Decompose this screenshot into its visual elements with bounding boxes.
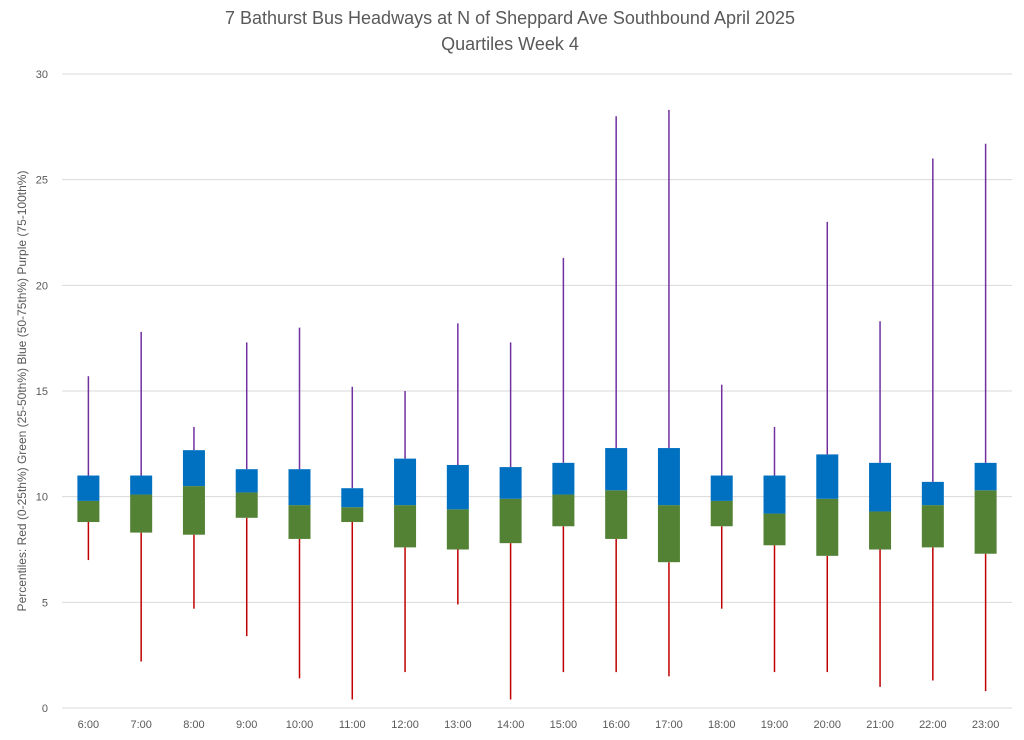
y-tick-label: 10 <box>36 492 48 504</box>
box-group <box>869 321 892 687</box>
x-tick-label: 21:00 <box>866 719 894 731</box>
x-tick-label: 11:00 <box>339 719 366 731</box>
x-tick-label: 19:00 <box>761 719 789 731</box>
lower-box <box>288 505 311 539</box>
upper-box <box>130 475 153 495</box>
upper-box <box>341 488 364 508</box>
lower-box <box>77 500 100 523</box>
y-tick-label: 30 <box>36 69 48 81</box>
x-tick-label: 6:00 <box>78 719 99 731</box>
upper-box <box>710 475 733 501</box>
x-tick-label: 9:00 <box>236 719 257 731</box>
box-group <box>710 384 733 609</box>
x-tick-label: 23:00 <box>972 719 1000 731</box>
x-tick-label: 16:00 <box>602 719 630 731</box>
box-group <box>499 342 522 700</box>
box-group <box>657 109 680 677</box>
lower-box <box>710 500 733 527</box>
upper-box <box>816 454 839 499</box>
x-tick-label: 17:00 <box>655 719 683 731</box>
lower-box <box>130 494 153 533</box>
lower-box <box>446 509 469 550</box>
upper-box <box>499 467 522 499</box>
box-group <box>130 331 153 662</box>
box-group <box>446 323 469 605</box>
upper-box <box>921 481 944 506</box>
upper-box <box>974 462 997 491</box>
x-tick-label: 10:00 <box>286 719 314 731</box>
lower-box <box>235 492 258 518</box>
box-group <box>235 342 258 637</box>
y-axis-label: Percentiles: Red (0-25th%) Green (25-50t… <box>15 171 29 612</box>
lower-box <box>341 507 364 523</box>
upper-box <box>394 458 417 506</box>
box-group <box>341 386 364 700</box>
x-tick-label: 13:00 <box>444 719 472 731</box>
box-series <box>77 109 997 700</box>
lower-box <box>921 505 944 548</box>
lower-box <box>394 505 417 548</box>
box-group <box>182 426 205 609</box>
upper-box <box>763 475 786 514</box>
x-tick-label: 20:00 <box>814 719 842 731</box>
box-group <box>605 116 628 673</box>
upper-box <box>182 450 205 487</box>
box-group <box>552 257 575 673</box>
x-tick-label: 14:00 <box>497 719 525 731</box>
upper-box <box>657 448 680 506</box>
lower-box <box>974 490 997 554</box>
upper-box <box>77 475 100 501</box>
x-tick-label: 8:00 <box>183 719 204 731</box>
x-tick-label: 15:00 <box>550 719 578 731</box>
lower-box <box>869 511 892 550</box>
lower-box <box>499 498 522 544</box>
box-group <box>763 426 786 673</box>
y-tick-label: 15 <box>36 386 48 398</box>
y-tick-label: 0 <box>42 703 48 715</box>
gridlines <box>62 73 1012 709</box>
lower-box <box>763 513 786 546</box>
y-tick-label: 5 <box>42 597 48 609</box>
lower-box <box>657 505 680 563</box>
chart-title: 7 Bathurst Bus Headways at N of Sheppard… <box>225 8 795 28</box>
box-group <box>394 391 417 673</box>
upper-box <box>446 464 469 510</box>
upper-box <box>288 469 311 506</box>
box-group <box>921 158 944 681</box>
x-tick-label: 18:00 <box>708 719 736 731</box>
y-tick-label: 25 <box>36 175 48 187</box>
lower-box <box>816 498 839 556</box>
lower-box <box>605 490 628 539</box>
chart-subtitle: Quartiles Week 4 <box>441 34 579 54</box>
box-group <box>816 221 839 673</box>
y-axis-ticks: 0 5 10 15 20 25 30 <box>36 69 48 715</box>
box-group <box>77 376 100 561</box>
lower-box <box>552 494 575 527</box>
box-group <box>288 327 311 679</box>
x-tick-label: 22:00 <box>919 719 947 731</box>
box-group <box>974 143 997 692</box>
upper-box <box>869 462 892 512</box>
x-axis-ticks: 6:00 7:00 8:00 9:00 10:00 11:00 12:00 13:00 14:0… <box>78 719 1000 731</box>
lower-box <box>182 486 205 535</box>
upper-box <box>235 469 258 493</box>
x-tick-label: 7:00 <box>130 719 151 731</box>
y-tick-label: 20 <box>36 280 48 292</box>
upper-box <box>552 462 575 495</box>
x-tick-label: 12:00 <box>391 719 419 731</box>
upper-box <box>605 448 628 491</box>
